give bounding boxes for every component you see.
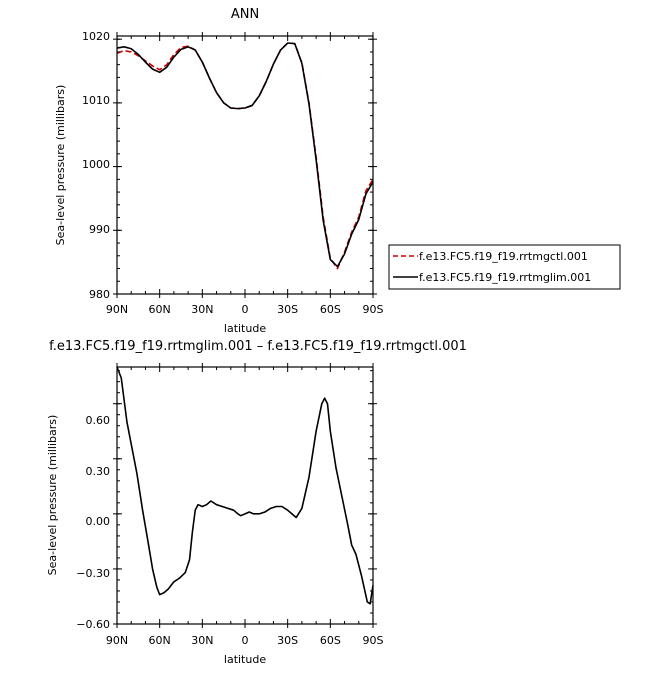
- bottom-y-tick-label: 0.60: [86, 414, 111, 427]
- bottom-panel: f.e13.FC5.f19_f19.rrtmglim.001 – f.e13.F…: [46, 339, 467, 666]
- bottom-plot-frame: [116, 366, 374, 625]
- bottom-x-tick-labels: 90N 60N 30N 0 30S 60S 90S: [106, 634, 384, 647]
- top-plot-frame: [116, 35, 374, 295]
- top-x-tick-label: 0: [242, 303, 249, 316]
- top-y-tick-label: 1010: [82, 94, 110, 107]
- legend: f.e13.FC5.f19_f19.rrtmgctl.001 f.e13.FC5…: [388, 244, 621, 290]
- bottom-y-tick-label: 0.30: [86, 465, 111, 478]
- top-ticks-group: [113, 32, 377, 298]
- bottom-ticks-group: [113, 363, 377, 628]
- top-series-group: [116, 42, 374, 270]
- bottom-series-group: [116, 366, 374, 605]
- legend-label-ctl: f.e13.FC5.f19_f19.rrtmgctl.001: [419, 250, 588, 263]
- bottom-y-tick-label: −0.30: [76, 567, 110, 580]
- top-y-tick-label: 1020: [82, 30, 110, 43]
- top-panel: ANN 90N 60N 30N 0 30S 60S 90S 1020 1010 …: [54, 7, 621, 335]
- bottom-x-tick-label: 30S: [277, 634, 298, 647]
- top-x-tick-label: 90N: [106, 303, 128, 316]
- bottom-x-tick-label: 0: [242, 634, 249, 647]
- top-y-tick-label: 990: [89, 223, 110, 236]
- bottom-y-tick-labels: 0.60 0.30 0.00 −0.30 −0.60: [76, 414, 110, 631]
- top-chart-title: ANN: [231, 7, 259, 22]
- top-series-line-1: [116, 42, 374, 268]
- bottom-x-tick-label: 60S: [320, 634, 341, 647]
- top-y-tick-label: 980: [89, 288, 110, 301]
- top-y-tick-labels: 1020 1010 1000 990 980: [82, 30, 110, 301]
- bottom-x-axis-label: latitude: [224, 653, 266, 666]
- top-x-tick-label: 60S: [320, 303, 341, 316]
- bottom-x-tick-label: 60N: [149, 634, 171, 647]
- bottom-x-tick-label: 90S: [363, 634, 384, 647]
- top-x-axis-label: latitude: [224, 322, 266, 335]
- legend-label-lim: f.e13.FC5.f19_f19.rrtmglim.001: [419, 271, 591, 284]
- top-y-tick-label: 1000: [82, 158, 110, 171]
- top-series-line-0: [116, 42, 374, 270]
- bottom-y-tick-label: −0.60: [76, 618, 110, 631]
- top-x-tick-label: 30S: [277, 303, 298, 316]
- bottom-x-tick-label: 30N: [191, 634, 213, 647]
- bottom-y-axis-label: Sea-level pressure (millibars): [46, 415, 59, 576]
- bottom-series-line-0: [116, 366, 374, 605]
- top-y-axis-label: Sea-level pressure (millibars): [54, 85, 67, 246]
- top-x-tick-label: 60N: [149, 303, 171, 316]
- top-x-tick-labels: 90N 60N 30N 0 30S 60S 90S: [106, 303, 384, 316]
- bottom-x-tick-label: 90N: [106, 634, 128, 647]
- top-x-tick-label: 30N: [191, 303, 213, 316]
- legend-box: [388, 244, 621, 290]
- top-x-tick-label: 90S: [363, 303, 384, 316]
- bottom-y-tick-label: 0.00: [86, 515, 111, 528]
- bottom-chart-title: f.e13.FC5.f19_f19.rrtmglim.001 – f.e13.F…: [49, 339, 467, 354]
